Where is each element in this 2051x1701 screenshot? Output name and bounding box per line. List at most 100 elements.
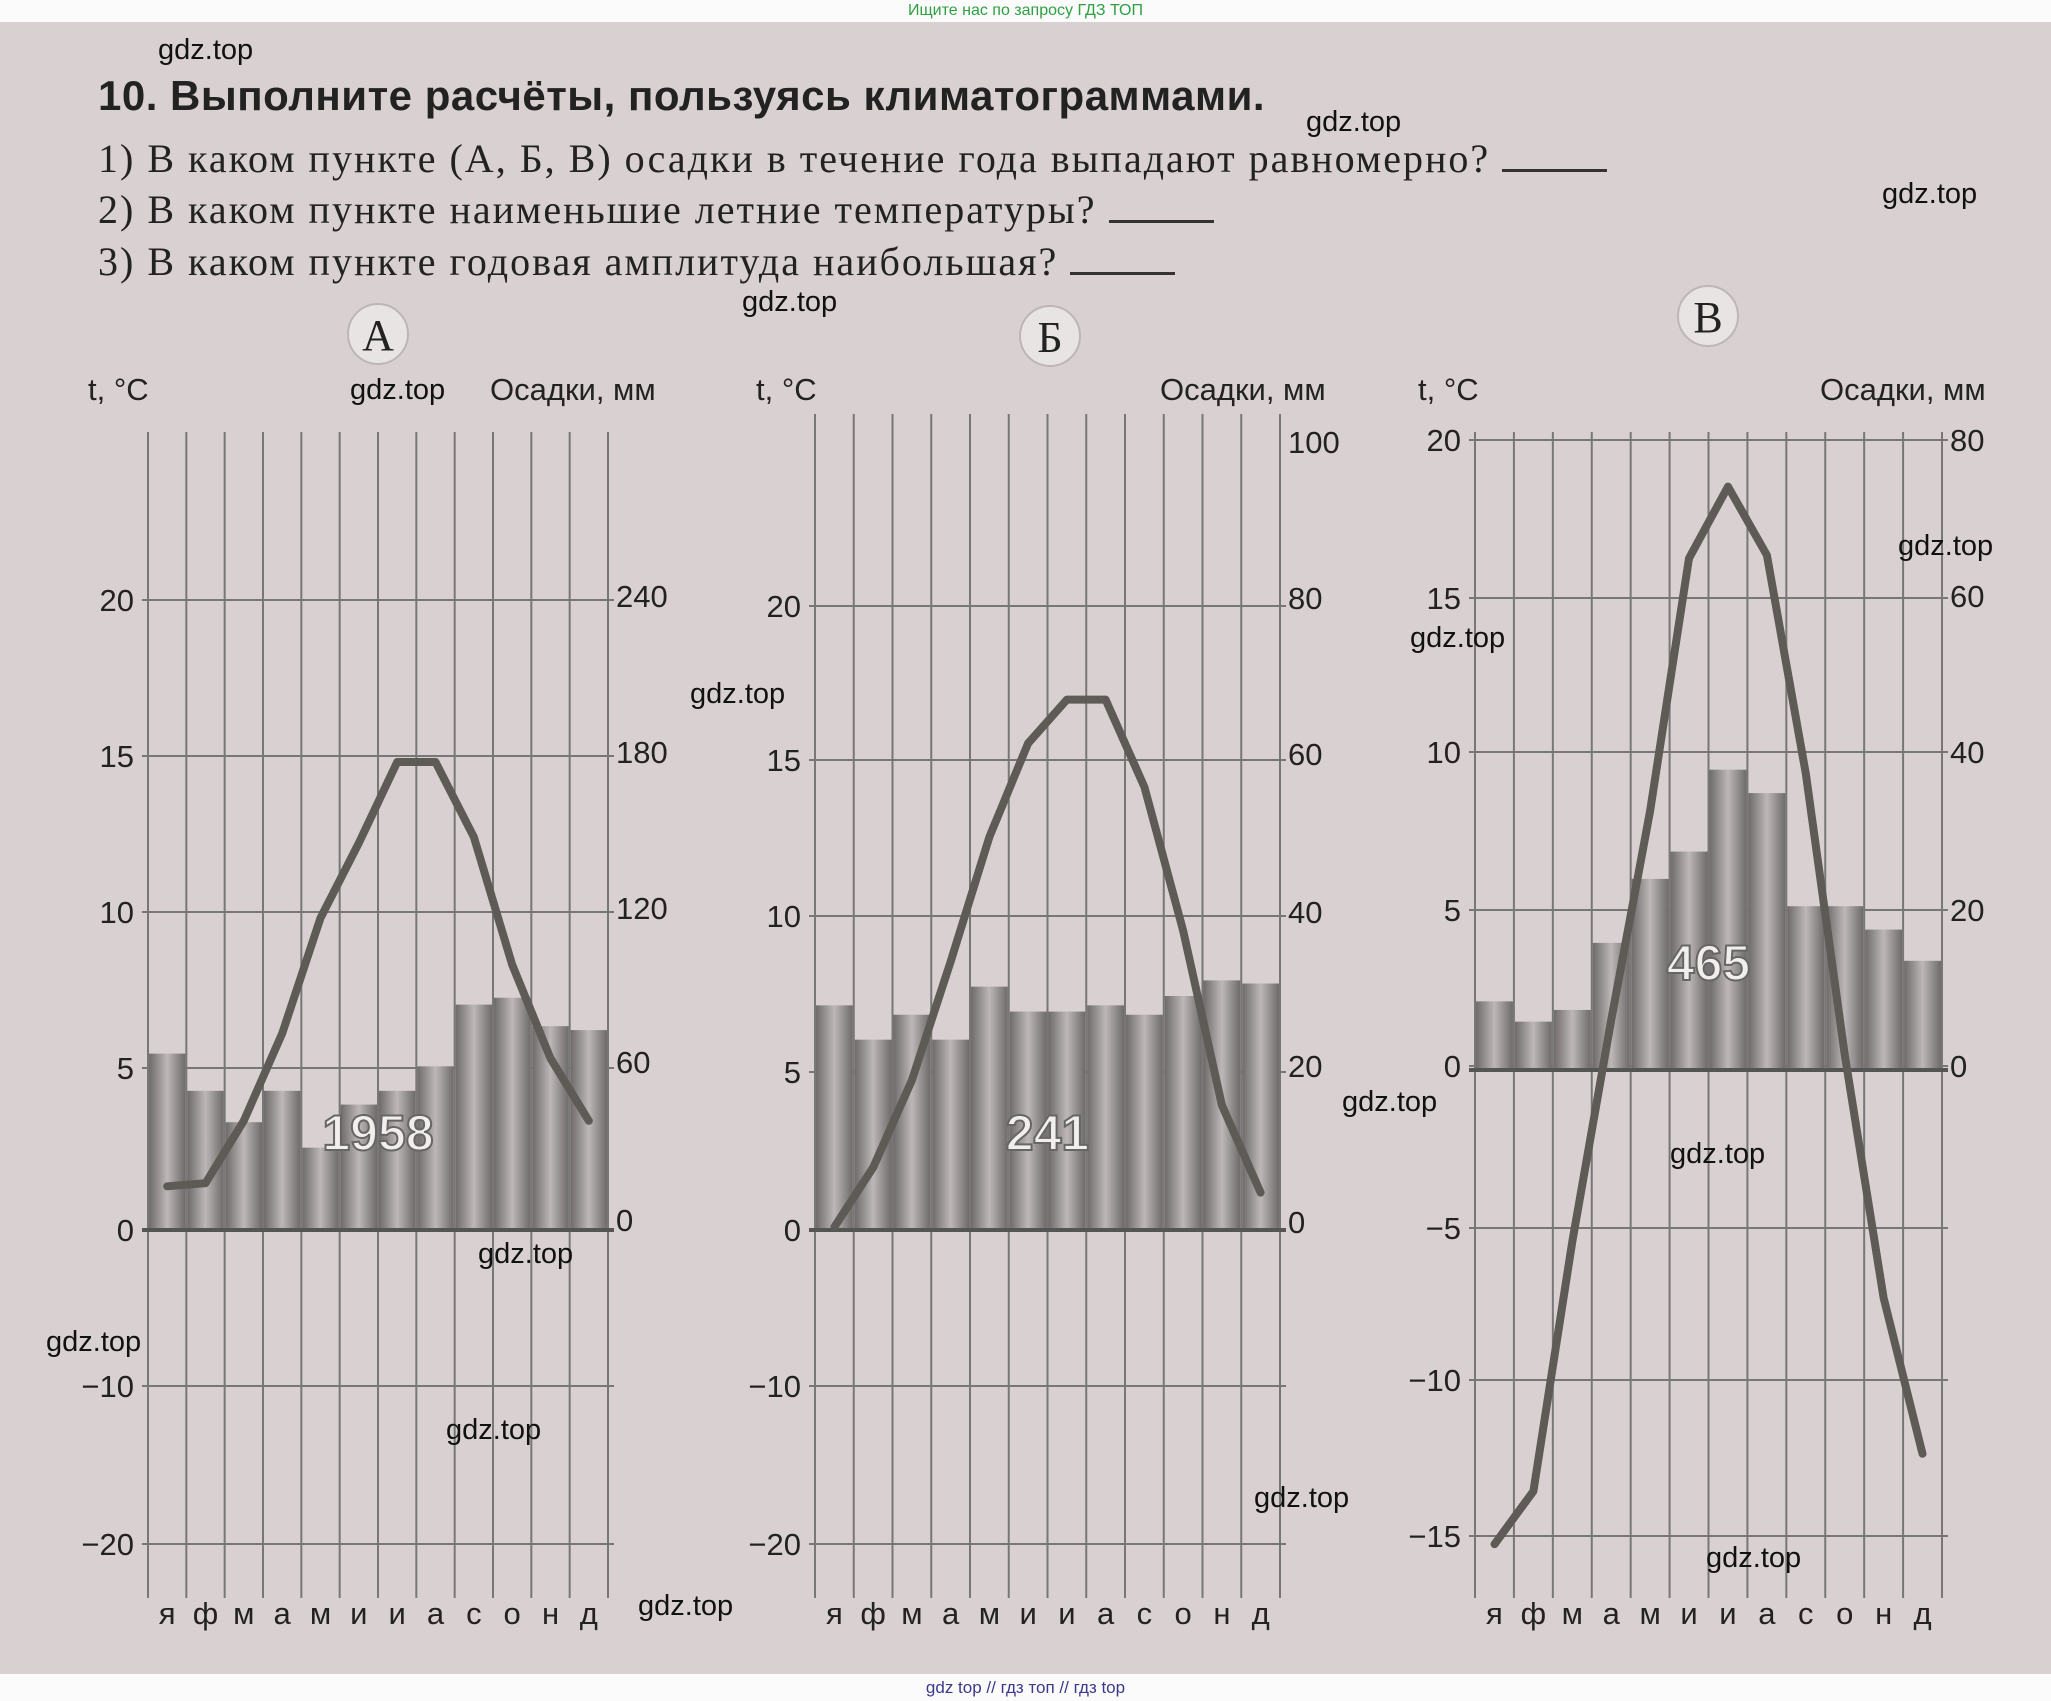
month-label: и [1058, 1596, 1075, 1631]
month-label: д [580, 1596, 598, 1631]
temperature-tick-label: −20 [81, 1527, 134, 1562]
month-label: м [310, 1596, 331, 1631]
temperature-tick-label: 10 [767, 899, 801, 934]
annual-precipitation-total: 241 [1006, 1105, 1089, 1161]
watermark: gdz.top [1898, 530, 1994, 562]
precipitation-bar [494, 997, 531, 1230]
precipitation-bar [570, 1030, 607, 1230]
precipitation-tick-label: 40 [1950, 735, 1984, 770]
watermark: gdz.top [158, 34, 254, 66]
month-label: и [350, 1596, 367, 1631]
precipitation-bar [1164, 996, 1202, 1230]
month-label: а [274, 1596, 292, 1631]
precipitation-tick-label: 240 [616, 579, 668, 614]
watermark: gdz.top [1342, 1086, 1438, 1118]
month-label: и [1680, 1596, 1697, 1631]
month-label: о [1836, 1596, 1853, 1631]
task-title: 10. Выполните расчёты, пользуясь климато… [98, 72, 1266, 119]
precipitation-tick-label: 0 [1950, 1049, 1967, 1084]
precipitation-bar [932, 1039, 969, 1230]
temperature-axis-label: t, °C [88, 372, 149, 407]
month-label: н [1875, 1596, 1892, 1631]
watermark: gdz.top [1670, 1138, 1766, 1170]
temperature-axis-label: t, °C [756, 372, 817, 407]
precipitation-axis-label: Осадки, мм [490, 372, 656, 407]
temperature-tick-label: 5 [117, 1051, 134, 1086]
temperature-tick-label: 10 [1427, 735, 1461, 770]
watermark: gdz.top [1882, 178, 1978, 210]
month-label: а [427, 1596, 445, 1631]
precipitation-tick-label: 80 [1950, 423, 1984, 458]
precipitation-bar [149, 1053, 186, 1230]
month-label: а [1603, 1596, 1621, 1631]
precipitation-bar [1514, 1021, 1552, 1070]
precipitation-bar [1631, 878, 1669, 1070]
watermark: gdz.top [690, 678, 786, 710]
precipitation-axis-label: Осадки, мм [1160, 372, 1326, 407]
precipitation-bar [1087, 1005, 1124, 1230]
question-1: 1) В каком пункте (А, Б, В) осадки в теч… [98, 135, 1608, 182]
precipitation-bar [816, 1005, 853, 1230]
temperature-tick-label: 15 [767, 743, 801, 778]
watermark: gdz.top [1254, 1482, 1350, 1514]
month-label: с [1137, 1596, 1153, 1631]
temperature-line [1490, 482, 1927, 1549]
temperature-tick-label: 15 [1427, 581, 1461, 616]
precipitation-bar [1787, 906, 1825, 1070]
month-label: с [466, 1596, 482, 1631]
temperature-tick-label: 0 [1444, 1049, 1461, 1084]
temperature-tick-label: 0 [784, 1213, 801, 1248]
temperature-tick-label: 0 [117, 1213, 134, 1248]
month-label: ф [1521, 1596, 1547, 1631]
answer-blank-1[interactable] [1502, 139, 1608, 172]
question-3: 3) В каком пункте годовая амплитуда наиб… [98, 238, 1176, 285]
temperature-tick-label: 5 [1444, 893, 1461, 928]
precipitation-tick-label: 60 [1950, 579, 1984, 614]
precipitation-tick-label: 0 [616, 1203, 633, 1238]
answer-blank-2[interactable] [1108, 190, 1214, 223]
precipitation-bar [379, 1090, 416, 1230]
month-label: я [159, 1596, 176, 1631]
month-label: о [1175, 1596, 1192, 1631]
precipitation-bar [1709, 769, 1747, 1070]
precipitation-tick-label: 40 [1288, 895, 1322, 930]
temperature-tick-label: −10 [81, 1369, 134, 1404]
station-title: А [362, 311, 394, 360]
precipitation-tick-label: 20 [1950, 893, 1984, 928]
month-label: я [826, 1596, 843, 1631]
temperature-line [163, 758, 593, 1191]
precipitation-bar [417, 1066, 454, 1230]
annual-precipitation-total: 465 [1667, 935, 1750, 991]
precipitation-bar [1865, 929, 1903, 1070]
precipitation-tick-label: 60 [616, 1045, 650, 1080]
watermark: gdz.top [1410, 622, 1506, 654]
temperature-line [830, 695, 1265, 1231]
temperature-tick-label: 20 [767, 589, 801, 624]
month-label: и [1719, 1596, 1736, 1631]
answer-blank-3[interactable] [1070, 242, 1176, 275]
bottom-banner: gdz top // гдз топ // гдз top [0, 1674, 2051, 1701]
precipitation-tick-label: 120 [616, 891, 668, 926]
watermark: gdz.top [46, 1326, 142, 1358]
temperature-tick-label: 20 [100, 583, 134, 618]
precipitation-bar [1748, 793, 1786, 1070]
precipitation-axis-label: Осадки, мм [1820, 372, 1986, 407]
precipitation-bar [1904, 960, 1941, 1070]
precipitation-bar [264, 1090, 301, 1230]
temperature-tick-label: 10 [100, 895, 134, 930]
temperature-tick-label: −20 [748, 1527, 801, 1562]
precipitation-tick-label: 20 [1288, 1049, 1322, 1084]
month-label: о [504, 1596, 521, 1631]
watermark: gdz.top [1706, 1542, 1802, 1574]
month-label: ф [193, 1596, 219, 1631]
watermark: gdz.top [742, 286, 838, 318]
precipitation-bar [1126, 1014, 1163, 1230]
precipitation-bar [971, 986, 1008, 1230]
temperature-axis-label: t, °C [1418, 372, 1479, 407]
watermark: gdz.top [1306, 106, 1402, 138]
question-2-text: 2) В каком пункте наименьшие летние темп… [98, 187, 1097, 232]
month-label: а [1097, 1596, 1115, 1631]
temperature-tick-label: −5 [1426, 1211, 1461, 1246]
precipitation-tick-label: 100 [1288, 425, 1340, 460]
